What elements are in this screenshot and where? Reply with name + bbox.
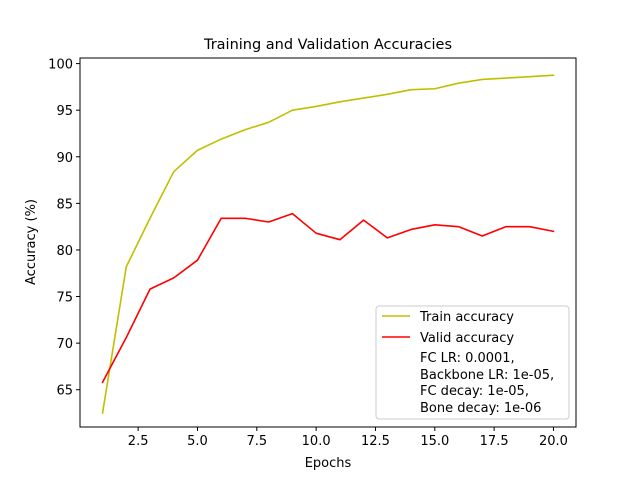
y-tick-label: 80 [56, 244, 73, 259]
y-tick-label: 90 [56, 151, 73, 166]
legend-label-valid: Valid accuracy [420, 331, 514, 346]
x-axis-label: Epochs [305, 456, 352, 471]
legend-note-line-4: Bone decay: 1e-06 [420, 401, 541, 416]
x-tick-label: 5.0 [187, 434, 208, 449]
x-tick-label: 7.5 [246, 434, 267, 449]
y-tick-label: 100 [48, 58, 73, 73]
y-tick-label: 65 [56, 384, 73, 399]
y-tick-label: 95 [56, 104, 73, 119]
x-tick-label: 17.5 [480, 434, 509, 449]
x-tick-label: 15.0 [420, 434, 449, 449]
series-line-train [101, 74, 555, 414]
y-tick-label: 70 [56, 337, 73, 352]
series-line-valid [101, 212, 555, 384]
x-tick-label: 10.0 [302, 434, 331, 449]
legend-note-line-3: FC decay: 1e-05, [420, 384, 529, 399]
legend-note-line-2: Backbone LR: 1e-05, [420, 368, 554, 383]
legend-frame [375, 305, 570, 420]
y-axis-ticks: 65 70 75 80 85 90 95 100 [48, 58, 80, 399]
legend-label-train: Train accuracy [419, 310, 514, 325]
y-axis-label: Accuracy (%) [24, 199, 39, 285]
legend: Train accuracy Valid accuracy FC LR: 0.0… [375, 305, 570, 420]
x-tick-label: 2.5 [128, 434, 149, 449]
legend-note-line-1: FC LR: 0.0001, [420, 351, 515, 366]
x-tick-label: 20.0 [539, 434, 568, 449]
y-tick-label: 75 [56, 291, 73, 306]
x-axis-ticks: 2.5 5.0 7.5 10.0 12.5 15.0 17.5 20.0 [128, 427, 568, 449]
x-tick-label: 12.5 [361, 434, 390, 449]
series-layer [101, 74, 555, 414]
y-tick-label: 85 [56, 197, 73, 212]
plot-frame [79, 57, 577, 428]
chart-title: Training and Validation Accuracies [203, 37, 452, 53]
